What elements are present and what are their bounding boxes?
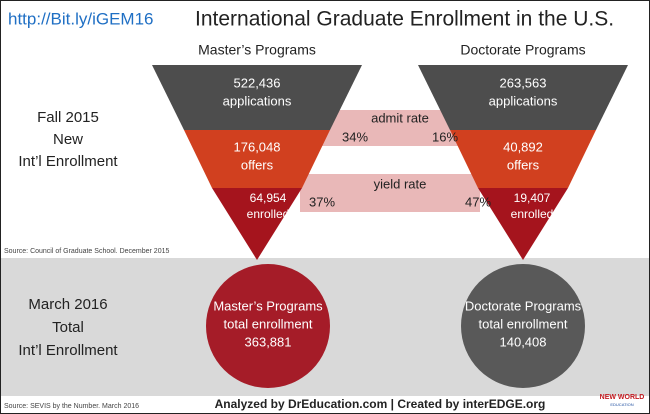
total-subtitle: total enrollment [224,316,313,331]
value: 176,048 [234,139,281,154]
total-value: 140,408 [500,334,547,349]
value: 522,436 [234,75,281,90]
total-title: Doctorate Programs [465,298,582,313]
rate: 47% [465,194,491,209]
value: 40,892 [503,139,543,154]
yield-band [300,174,480,212]
label: enrolled [511,207,554,221]
section-label: Fall 2015 [37,109,99,126]
rate: 16% [432,129,458,144]
total-circle [461,264,585,388]
value: 64,954 [250,191,287,205]
logo: NEW WORLD [600,394,645,401]
value: 263,563 [500,75,547,90]
label: offers [507,157,540,172]
footer: Analyzed by DrEducation.com | Created by… [215,397,546,411]
funnel-enrolled [478,188,568,260]
value: 19,407 [514,191,551,205]
section-label: Int’l Enrollment [18,342,118,359]
funnel-offers [450,130,596,188]
rate-label: yield rate [374,176,427,191]
total-circle [206,264,330,388]
funnel-applications [418,65,628,130]
section-label: New [53,131,83,148]
rate: 34% [342,129,368,144]
rate-label: admit rate [371,110,429,125]
total-subtitle: total enrollment [479,316,568,331]
label: applications [223,93,292,108]
section-label: March 2016 [28,296,107,313]
label: enrolled [247,207,290,221]
source: Source: Council of Graduate School. Dece… [4,248,169,255]
funnel-enrolled [212,188,302,260]
funnel-applications [152,65,362,130]
url[interactable]: http://Bit.ly/iGEM16 [8,9,154,28]
label: applications [489,93,558,108]
total-title: Master’s Programs [213,298,323,313]
section-label: Total [52,319,84,336]
rate: 37% [309,194,335,209]
total-value: 363,881 [245,334,292,349]
funnel-title: Doctorate Programs [460,42,585,58]
label: offers [241,157,274,172]
logo: EDUCATION [610,402,633,407]
funnel-title: Master’s Programs [198,42,316,58]
title: International Graduate Enrollment in the… [195,8,614,31]
funnel-offers [184,130,330,188]
source: Source: SEVIS by the Number. March 2016 [4,403,139,410]
section-label: Int’l Enrollment [18,153,118,170]
